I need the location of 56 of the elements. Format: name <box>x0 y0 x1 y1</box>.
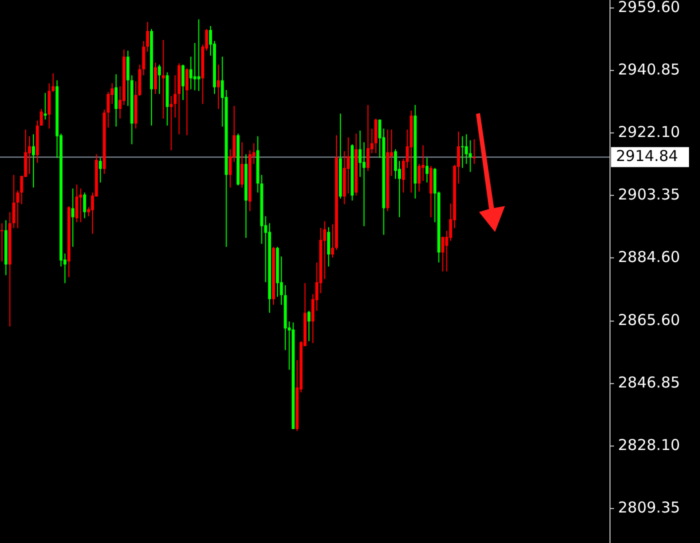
candlestick <box>182 64 184 100</box>
candlestick <box>142 40 146 76</box>
candlestick <box>32 134 35 188</box>
candlestick <box>114 74 118 128</box>
y-tick-label: 2809.35 <box>618 498 680 517</box>
candlestick <box>323 220 326 280</box>
candlestick <box>162 39 165 120</box>
candlestick <box>346 136 350 194</box>
candlestick <box>418 163 421 192</box>
candlestick <box>366 104 370 172</box>
y-tick-label: 2828.10 <box>618 436 680 454</box>
y-tick-label: 2865.60 <box>618 311 680 330</box>
candlestick <box>422 144 425 182</box>
candlestick <box>71 188 74 248</box>
candlestick <box>158 64 161 94</box>
candlestick <box>362 142 366 227</box>
candlestick <box>170 95 173 151</box>
candlestick <box>197 18 200 92</box>
candlestick <box>52 72 55 92</box>
candlestick <box>126 50 130 106</box>
candlestick <box>79 188 82 223</box>
candlestick <box>40 108 43 126</box>
candlestick <box>460 136 464 168</box>
candlestick <box>374 118 378 154</box>
candlestick <box>327 226 330 268</box>
candlestick <box>189 56 192 90</box>
candlestick <box>146 21 150 52</box>
y-tick-label: 2846.85 <box>618 374 680 392</box>
candlestick <box>28 136 32 174</box>
candlestick <box>216 64 220 110</box>
candlestick <box>358 130 362 178</box>
candlestick <box>154 62 157 94</box>
candlestick <box>193 42 196 91</box>
y-tick-label: 2903.35 <box>618 185 680 204</box>
candlestick <box>464 134 468 164</box>
candlestick <box>468 140 472 172</box>
candlestick <box>0 222 4 262</box>
candlestick <box>174 74 177 118</box>
candlestick <box>307 310 310 342</box>
candlestick <box>331 224 334 258</box>
ref-line-label: 2914.84 <box>616 147 678 166</box>
candlestick <box>441 236 444 272</box>
candlestick <box>75 184 78 223</box>
y-tick-label: 2959.60 <box>618 0 680 16</box>
y-tick-label: 2922.10 <box>618 123 680 142</box>
candlestick <box>12 174 16 229</box>
candlestick <box>185 68 188 136</box>
y-tick-label: 2940.85 <box>618 60 680 79</box>
candlestick <box>426 157 428 184</box>
candlestick <box>98 157 102 184</box>
candlestick <box>44 92 47 120</box>
candlestick <box>240 142 244 188</box>
candlestick <box>83 192 86 219</box>
candlestick <box>394 148 398 180</box>
y-tick-label: 2884.60 <box>618 248 680 266</box>
candlestick <box>48 82 51 130</box>
